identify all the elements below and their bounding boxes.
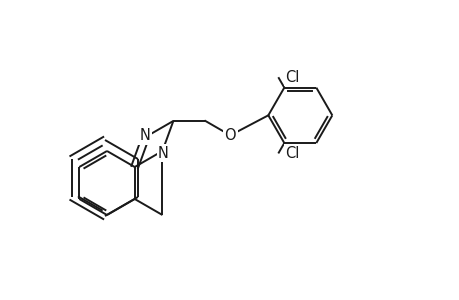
Text: Cl: Cl [285, 70, 299, 85]
Text: Cl: Cl [285, 146, 299, 161]
Text: N: N [157, 146, 168, 160]
Text: N: N [139, 128, 150, 143]
Text: O: O [224, 128, 235, 143]
